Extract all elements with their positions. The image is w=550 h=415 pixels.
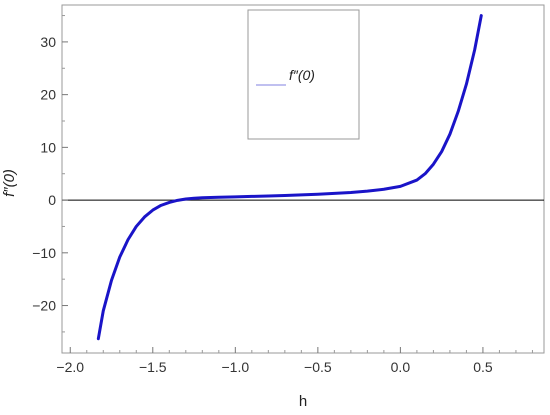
x-tick-label: −1.5 (139, 359, 167, 375)
y-tick-label: −20 (32, 298, 56, 314)
x-tick-label: −1.0 (222, 359, 250, 375)
y-tick-label: 10 (40, 139, 56, 155)
x-tick-label: −2.0 (56, 359, 84, 375)
y-tick-label: 0 (48, 192, 56, 208)
plot-frame (61, 4, 545, 354)
x-tick-label: 0.0 (391, 359, 411, 375)
y-axis-title: f″(0) (1, 169, 18, 197)
y-tick-label: 20 (40, 87, 56, 103)
legend: f″(0) (247, 9, 360, 140)
y-tick-label: −10 (32, 245, 56, 261)
x-tick-label: −0.5 (304, 359, 332, 375)
x-axis-title: h (299, 393, 307, 410)
y-axis-ticks: −20 −10 0 10 20 30 (32, 15, 68, 333)
y-tick-label: 30 (40, 34, 56, 50)
legend-box (247, 9, 360, 140)
legend-label: f″(0) (289, 67, 315, 83)
series-line-f-double-prime (96, 14, 483, 341)
x-axis-ticks: −2.0 −1.5 −1.0 −0.5 0.0 0.5 (56, 347, 533, 375)
x-tick-label: 0.5 (473, 359, 493, 375)
